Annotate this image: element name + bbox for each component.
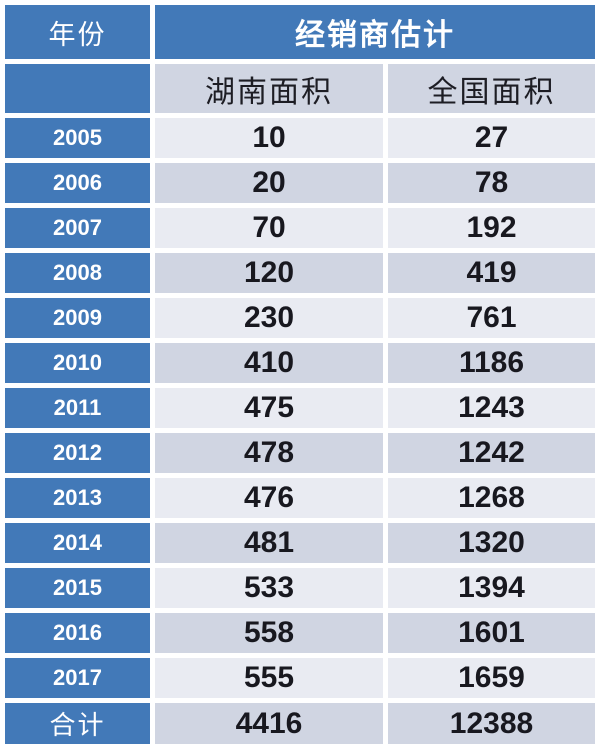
hunan-area-value-cell: 120 — [155, 253, 383, 293]
hunan-area-column-header: 湖南面积 — [155, 64, 383, 113]
national-area-value-cell: 192 — [388, 208, 595, 248]
national-area-value-cell: 1394 — [388, 568, 595, 608]
year-cell: 2010 — [5, 343, 150, 383]
hunan-area-value-cell: 230 — [155, 298, 383, 338]
total-hunan-value-cell: 4416 — [155, 703, 383, 744]
hunan-area-value-cell: 10 — [155, 118, 383, 158]
year-cell: 2007 — [5, 208, 150, 248]
table-body: 2005 10 27 2006 20 78 2007 70 192 2008 120 419 2009 2… — [5, 118, 595, 698]
hunan-area-value-cell: 476 — [155, 478, 383, 518]
total-row: 合计 4416 12388 — [5, 703, 595, 744]
table-row: 2007 70 192 — [5, 208, 595, 248]
national-area-value-cell: 27 — [388, 118, 595, 158]
hunan-area-value-cell: 410 — [155, 343, 383, 383]
table-row: 2012 478 1242 — [5, 433, 595, 473]
hunan-area-value-cell: 555 — [155, 658, 383, 698]
hunan-area-value-cell: 70 — [155, 208, 383, 248]
total-label-cell: 合计 — [5, 703, 150, 744]
table-row: 2006 20 78 — [5, 163, 595, 203]
table-row: 2005 10 27 — [5, 118, 595, 158]
header-row: 年份 经销商估计 — [5, 5, 595, 59]
hunan-area-value-cell: 20 — [155, 163, 383, 203]
national-area-value-cell: 1186 — [388, 343, 595, 383]
table-row: 2015 533 1394 — [5, 568, 595, 608]
year-cell: 2016 — [5, 613, 150, 653]
national-area-value-cell: 761 — [388, 298, 595, 338]
hunan-area-value-cell: 533 — [155, 568, 383, 608]
total-national-value-cell: 12388 — [388, 703, 595, 744]
table-row: 2016 558 1601 — [5, 613, 595, 653]
subheader-row: 湖南面积 全国面积 — [5, 64, 595, 113]
year-cell: 2006 — [5, 163, 150, 203]
national-area-column-header: 全国面积 — [388, 64, 595, 113]
national-area-value-cell: 78 — [388, 163, 595, 203]
national-area-value-cell: 1601 — [388, 613, 595, 653]
national-area-value-cell: 1268 — [388, 478, 595, 518]
national-area-value-cell: 419 — [388, 253, 595, 293]
year-cell: 2014 — [5, 523, 150, 563]
hunan-area-value-cell: 478 — [155, 433, 383, 473]
national-area-value-cell: 1659 — [388, 658, 595, 698]
table-row: 2013 476 1268 — [5, 478, 595, 518]
group-header: 经销商估计 — [155, 5, 595, 59]
subheader-spacer-cell — [5, 64, 150, 113]
table-row: 2011 475 1243 — [5, 388, 595, 428]
year-cell: 2005 — [5, 118, 150, 158]
year-cell: 2011 — [5, 388, 150, 428]
hunan-area-value-cell: 481 — [155, 523, 383, 563]
table-row: 2017 555 1659 — [5, 658, 595, 698]
year-cell: 2009 — [5, 298, 150, 338]
table-row: 2014 481 1320 — [5, 523, 595, 563]
table-row: 2009 230 761 — [5, 298, 595, 338]
year-cell: 2008 — [5, 253, 150, 293]
hunan-area-value-cell: 558 — [155, 613, 383, 653]
year-column-header: 年份 — [5, 5, 150, 59]
national-area-value-cell: 1243 — [388, 388, 595, 428]
year-cell: 2017 — [5, 658, 150, 698]
year-cell: 2015 — [5, 568, 150, 608]
table-row: 2008 120 419 — [5, 253, 595, 293]
table-row: 2010 410 1186 — [5, 343, 595, 383]
national-area-value-cell: 1320 — [388, 523, 595, 563]
hunan-area-value-cell: 475 — [155, 388, 383, 428]
national-area-value-cell: 1242 — [388, 433, 595, 473]
year-cell: 2013 — [5, 478, 150, 518]
year-cell: 2012 — [5, 433, 150, 473]
